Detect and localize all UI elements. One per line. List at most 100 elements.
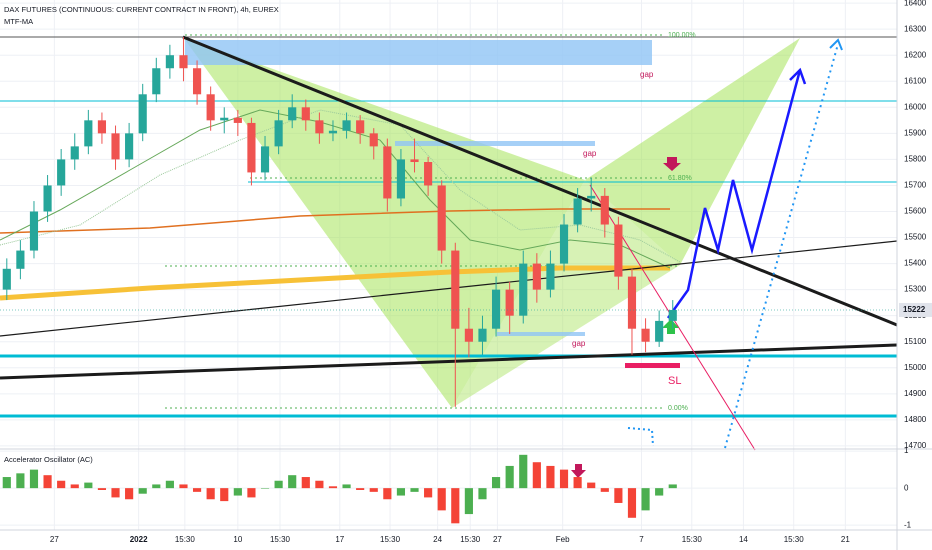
candle-body bbox=[43, 185, 52, 212]
oscillator-bar bbox=[260, 488, 270, 489]
x-tick-label: 2022 bbox=[130, 535, 148, 544]
oscillator-bar bbox=[192, 488, 202, 492]
candle-body bbox=[587, 195, 596, 199]
x-tick-label: 27 bbox=[50, 535, 59, 544]
candle-body bbox=[546, 263, 555, 290]
candle-body bbox=[328, 130, 338, 134]
last-price-label: 15222 bbox=[903, 305, 926, 314]
y-tick-label: 15400 bbox=[904, 259, 927, 268]
candle-body bbox=[668, 309, 677, 321]
candle-body bbox=[57, 159, 66, 186]
gap-label: gap bbox=[572, 339, 586, 348]
candle-body bbox=[97, 120, 107, 134]
y-tick-label: 14900 bbox=[904, 389, 927, 398]
candle-body bbox=[165, 55, 174, 69]
candle-body bbox=[383, 146, 392, 199]
oscillator-bar bbox=[627, 488, 637, 518]
candle-body bbox=[451, 250, 460, 329]
y-tick-label: 15900 bbox=[904, 128, 927, 137]
x-tick-label: 27 bbox=[493, 535, 502, 544]
projection bbox=[724, 43, 839, 449]
moving-average bbox=[0, 265, 670, 301]
candle-body bbox=[125, 133, 134, 160]
fib-label: 0.00% bbox=[668, 405, 688, 412]
candle-body bbox=[247, 122, 256, 173]
x-tick-label: 21 bbox=[841, 535, 850, 544]
candle-body bbox=[559, 224, 569, 264]
oscillator-bar bbox=[614, 488, 623, 503]
candle-body bbox=[179, 55, 188, 69]
x-tick-label: 15:30 bbox=[270, 535, 291, 544]
y-tick-label: 14800 bbox=[904, 415, 927, 424]
oscillator-bar bbox=[410, 488, 419, 492]
candle-body bbox=[192, 68, 202, 95]
gap-label: gap bbox=[583, 149, 597, 158]
x-tick-label: 15:30 bbox=[460, 535, 481, 544]
series bbox=[0, 36, 897, 524]
candle-body bbox=[532, 263, 541, 290]
oscillator-bar bbox=[546, 465, 555, 489]
y-tick-label: 16400 bbox=[904, 0, 927, 7]
oscillator-bar bbox=[587, 482, 596, 489]
oscillator-bar bbox=[328, 486, 338, 489]
candle-body bbox=[573, 198, 582, 225]
y-tick-label: 15300 bbox=[904, 285, 927, 294]
trend-line bbox=[182, 35, 898, 327]
oscillator-bar bbox=[111, 488, 120, 498]
x-tick-label: 17 bbox=[335, 535, 344, 544]
candle-body bbox=[600, 195, 609, 225]
x-tick-label: Feb bbox=[556, 535, 570, 544]
oscillator-bar bbox=[464, 488, 473, 515]
y-tick-label: 14700 bbox=[904, 441, 927, 450]
candle-body bbox=[274, 120, 283, 147]
candle-body bbox=[356, 120, 365, 134]
y-tick-label: 15600 bbox=[904, 207, 927, 216]
oscillator-bar bbox=[532, 462, 541, 489]
candle-body bbox=[369, 133, 378, 147]
gap-label: gap bbox=[640, 70, 654, 79]
oscillator-bar bbox=[505, 465, 514, 489]
oscillator-bar bbox=[369, 488, 378, 492]
candle-body bbox=[614, 224, 623, 277]
y-tick-label: 15500 bbox=[904, 233, 927, 242]
drawings: gap gap gap 100.00% 61.80% 0.00% SL bbox=[0, 32, 898, 478]
candle-body bbox=[220, 117, 229, 121]
oscillator-bar bbox=[138, 488, 147, 494]
gap-zone bbox=[395, 141, 595, 146]
y-tick-label: -1 bbox=[904, 520, 912, 529]
projection-arrow bbox=[789, 67, 807, 85]
oscillator-bar bbox=[57, 480, 66, 489]
candle-body bbox=[491, 289, 501, 329]
oscillator-bar bbox=[315, 480, 324, 489]
candle-body bbox=[233, 117, 242, 123]
fib-label: 61.80% bbox=[668, 175, 692, 182]
candle-body bbox=[84, 120, 93, 147]
oscillator-bar bbox=[356, 488, 365, 490]
candle-body bbox=[138, 94, 147, 134]
arrow-down bbox=[663, 157, 681, 171]
arrow-up bbox=[662, 319, 679, 334]
oscillator-bar bbox=[451, 488, 460, 524]
y-tick-label: 15800 bbox=[904, 155, 927, 164]
oscillator-bar bbox=[247, 488, 256, 498]
oscillator-bar bbox=[16, 473, 25, 489]
candle-body bbox=[424, 162, 433, 186]
oscillator-bar bbox=[206, 488, 215, 500]
last-price-box bbox=[899, 302, 932, 317]
oscillator-bar bbox=[233, 488, 242, 496]
oscillator-bar bbox=[2, 477, 11, 489]
oscillator-bar bbox=[559, 469, 569, 489]
oscillator-bar bbox=[424, 488, 433, 498]
oscillator-bar bbox=[288, 475, 297, 489]
oscillator-bar bbox=[668, 484, 677, 489]
oscillator-bar bbox=[274, 480, 283, 489]
candle-body bbox=[641, 328, 650, 342]
indicator-label: MTF-MA bbox=[4, 17, 33, 26]
y-tick-label: 16100 bbox=[904, 76, 927, 85]
candle-body bbox=[152, 68, 161, 95]
candle-body bbox=[260, 146, 270, 173]
candle-body bbox=[410, 159, 419, 163]
oscillator-bar bbox=[396, 488, 406, 496]
x-tick-label: 15:30 bbox=[784, 535, 805, 544]
